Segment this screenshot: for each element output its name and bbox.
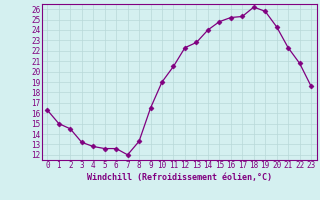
X-axis label: Windchill (Refroidissement éolien,°C): Windchill (Refroidissement éolien,°C) xyxy=(87,173,272,182)
